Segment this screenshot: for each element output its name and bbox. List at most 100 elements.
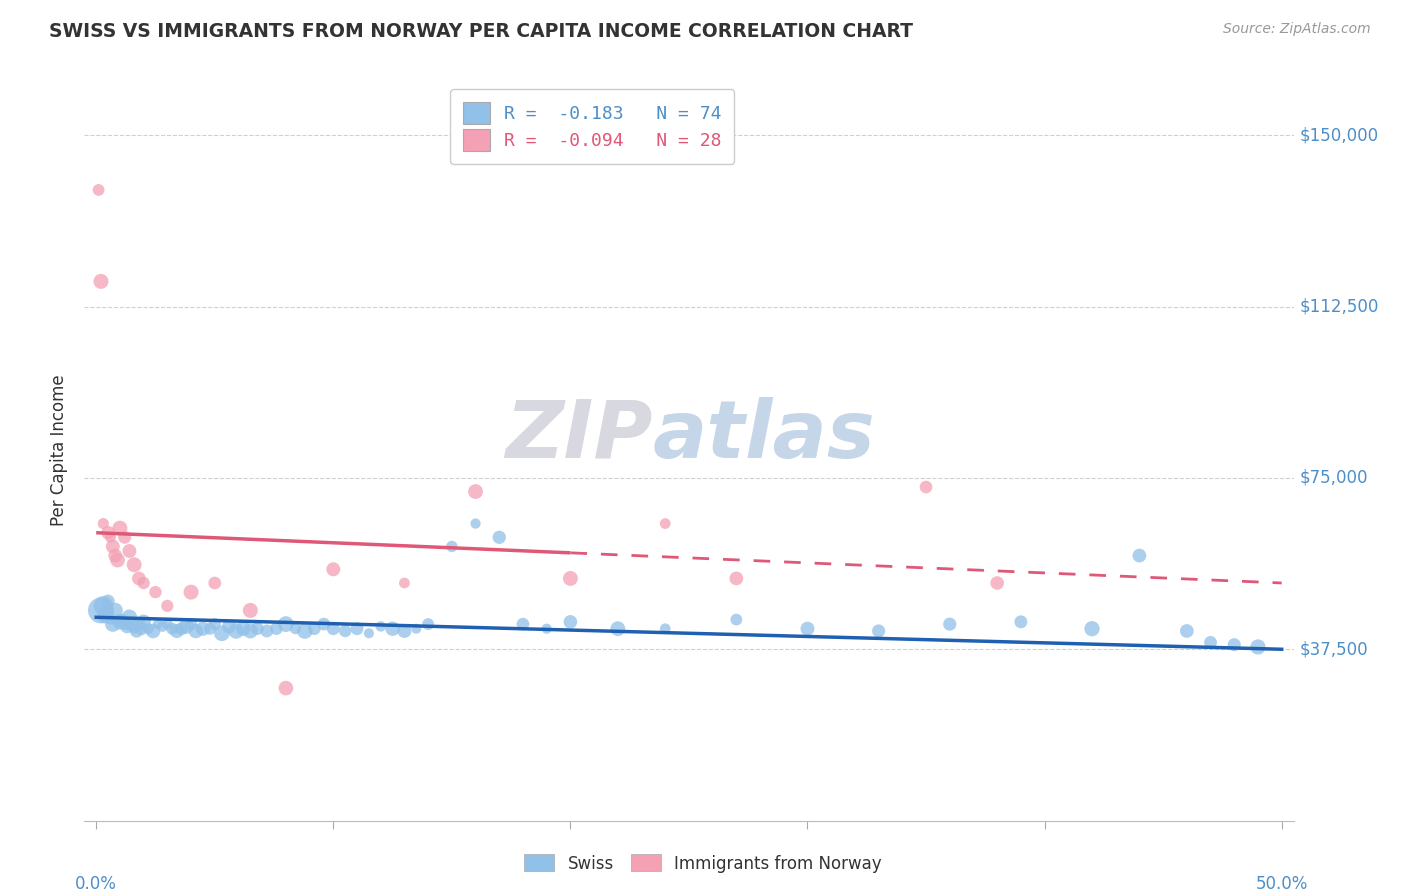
Point (294, 624, 316, 638)
Point (90, 274, 112, 288)
Point (464, 484, 486, 499)
Point (333, 624, 356, 638)
Point (1247, 640, 1270, 654)
Point (87, 183, 110, 197)
Point (239, 624, 262, 638)
Point (394, 576, 416, 591)
Point (1081, 622, 1104, 636)
Point (211, 626, 233, 640)
Point (115, 619, 138, 633)
Point (915, 480, 938, 494)
Point (132, 576, 155, 591)
Point (156, 599, 179, 613)
Point (560, 571, 582, 585)
Point (204, 576, 226, 591)
Point (104, 549, 127, 563)
Text: SWISS VS IMMIGRANTS FROM NORWAY PER CAPITA INCOME CORRELATION CHART: SWISS VS IMMIGRANTS FROM NORWAY PER CAPI… (49, 22, 914, 41)
Point (204, 617, 226, 632)
Point (152, 619, 174, 633)
Point (322, 622, 344, 636)
Point (180, 585, 202, 599)
Point (138, 622, 160, 636)
Point (101, 617, 124, 632)
Text: ZIP: ZIP (505, 397, 652, 475)
Point (146, 617, 169, 632)
Point (101, 540, 124, 554)
Text: 0.0%: 0.0% (76, 875, 117, 892)
Point (121, 617, 143, 632)
Point (266, 622, 288, 636)
Point (284, 622, 307, 636)
Point (274, 617, 297, 632)
Point (796, 622, 818, 636)
Point (381, 622, 404, 636)
Point (232, 622, 254, 636)
Point (114, 617, 136, 632)
Point (654, 622, 676, 636)
Point (312, 617, 335, 632)
Point (405, 622, 427, 636)
Point (91, 599, 114, 613)
Point (725, 613, 748, 627)
Point (1199, 635, 1222, 649)
Point (225, 624, 247, 638)
Point (125, 624, 148, 638)
Point (418, 617, 440, 632)
Point (114, 530, 136, 544)
Point (184, 624, 207, 638)
Text: $37,500: $37,500 (1299, 640, 1368, 658)
Point (218, 619, 240, 633)
Point (91, 516, 114, 531)
Point (180, 617, 202, 632)
Point (1223, 638, 1246, 652)
Point (394, 624, 416, 638)
Point (94, 607, 117, 622)
Point (107, 613, 129, 627)
Point (122, 558, 145, 572)
Point (128, 617, 150, 632)
Point (129, 622, 152, 636)
Point (239, 603, 262, 617)
Legend: R =  -0.183   N = 74, R =  -0.094   N = 28: R = -0.183 N = 74, R = -0.094 N = 28 (450, 89, 734, 164)
Point (346, 622, 368, 636)
Point (322, 562, 344, 576)
Point (304, 622, 326, 636)
Point (107, 553, 129, 567)
Point (986, 576, 1008, 591)
Point (108, 615, 131, 629)
Point (118, 610, 141, 624)
Text: $112,500: $112,500 (1299, 298, 1379, 316)
Text: $75,000: $75,000 (1299, 469, 1368, 487)
Point (536, 622, 558, 636)
Point (274, 681, 297, 695)
Point (488, 530, 510, 544)
Point (156, 617, 179, 632)
Text: $150,000: $150,000 (1299, 126, 1379, 145)
Point (370, 619, 392, 633)
Point (118, 544, 141, 558)
Point (725, 571, 748, 585)
Point (170, 622, 193, 636)
Point (357, 626, 380, 640)
Point (128, 571, 150, 585)
Point (142, 624, 165, 638)
Point (440, 540, 463, 554)
Y-axis label: Per Capita Income: Per Capita Income (51, 375, 69, 526)
Text: Source: ZipAtlas.com: Source: ZipAtlas.com (1223, 22, 1371, 37)
Point (160, 622, 183, 636)
Point (256, 624, 278, 638)
Point (108, 521, 131, 535)
Point (90, 603, 112, 617)
Text: atlas: atlas (652, 397, 876, 475)
Point (464, 516, 486, 531)
Point (100, 613, 122, 627)
Point (100, 530, 122, 544)
Point (122, 622, 145, 636)
Point (868, 624, 890, 638)
Point (97, 525, 120, 540)
Point (176, 619, 198, 633)
Point (1128, 549, 1150, 563)
Point (1010, 615, 1032, 629)
Text: 50.0%: 50.0% (1256, 875, 1308, 892)
Legend: Swiss, Immigrants from Norway: Swiss, Immigrants from Norway (517, 847, 889, 880)
